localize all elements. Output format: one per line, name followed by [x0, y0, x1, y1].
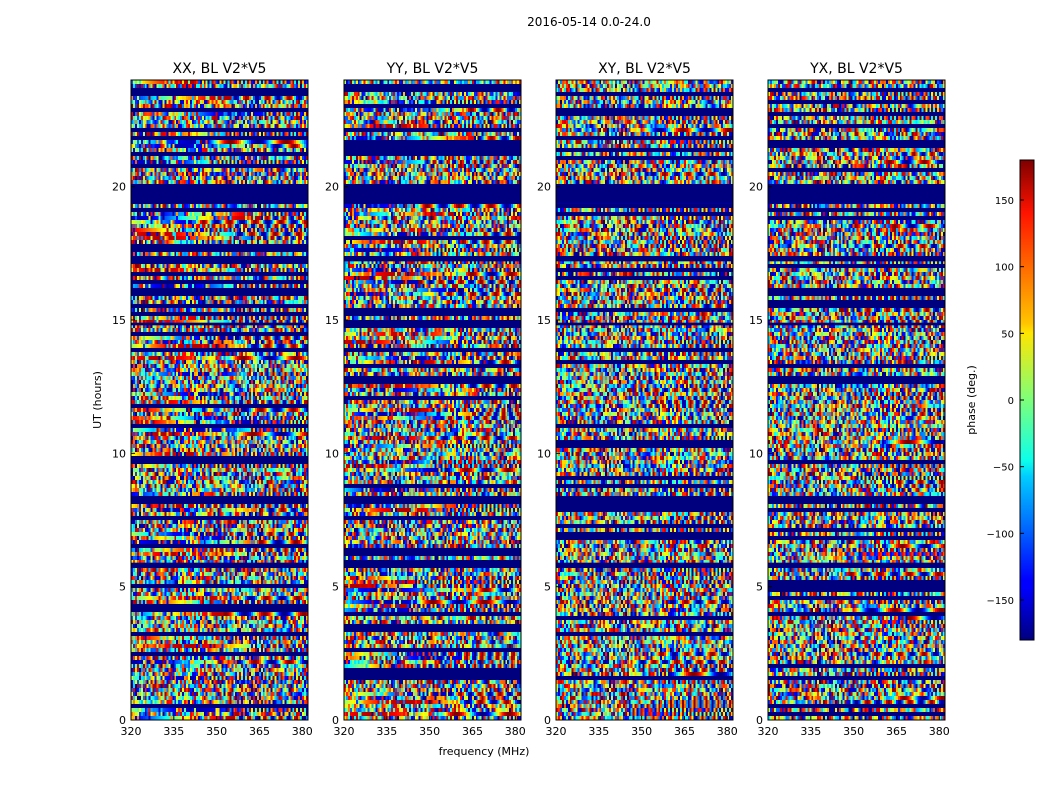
- x-tick-label: 380: [292, 725, 313, 738]
- y-tick-label: 10: [112, 447, 126, 460]
- x-tick-label: 380: [717, 725, 738, 738]
- masked-band: [131, 322, 308, 326]
- masked-band: [556, 322, 733, 326]
- x-tick-label: 365: [249, 725, 270, 738]
- colorbar: 150 100 50 0 −50 −100 −150 phase (deg.): [965, 159, 1035, 641]
- x-tick-label: 335: [376, 725, 397, 738]
- y-tick-label: 0: [544, 714, 551, 727]
- panel-3: XY, BL V2*V5 320 335 350 365 380 0 5 10 15 20: [537, 61, 738, 738]
- colorbar-ticks: 150 100 50 0 −50 −100 −150: [987, 196, 1024, 607]
- masked-band: [556, 496, 733, 504]
- masked-band: [556, 256, 733, 262]
- x-tick-label: 380: [505, 725, 526, 738]
- y-tick-label: 15: [325, 314, 339, 327]
- masked-band: [344, 322, 521, 326]
- y-tick-label: 0: [119, 714, 126, 727]
- y-tick-label: 5: [756, 581, 763, 594]
- y-tick-label: 10: [749, 447, 763, 460]
- x-axis-label: frequency (MHz): [439, 745, 530, 758]
- phase-heatmap: [768, 80, 945, 720]
- masked-band: [131, 496, 308, 504]
- figure-suptitle: 2016-05-14 0.0-24.0: [527, 15, 651, 29]
- panel-2: YY, BL V2*V5 320 335 350 365 380 0 5 10 15 20: [325, 61, 526, 738]
- phase-heatmap: [131, 80, 308, 720]
- x-tick-label: 320: [334, 725, 355, 738]
- colorbar-tick-label: 50: [1001, 329, 1014, 340]
- y-tick-label: 10: [537, 447, 551, 460]
- panel-title: XY, BL V2*V5: [598, 61, 691, 77]
- masked-band: [768, 496, 945, 504]
- x-tick-label: 380: [929, 725, 950, 738]
- masked-band: [556, 562, 733, 568]
- masked-band: [556, 184, 733, 203]
- colorbar-label: phase (deg.): [965, 365, 978, 435]
- y-axis-label: UT (hours): [91, 371, 104, 429]
- x-tick-label: 365: [886, 725, 907, 738]
- y-tick-label: 20: [112, 181, 126, 194]
- panel-title: XX, BL V2*V5: [173, 61, 267, 77]
- panel-title: YY, BL V2*V5: [386, 61, 479, 77]
- colorbar-tick-label: −50: [993, 463, 1014, 474]
- y-tick-label: 0: [756, 714, 763, 727]
- colorbar-tick-label: −150: [987, 596, 1014, 607]
- panel-frame: [130, 79, 309, 721]
- colorbar-tick-label: −100: [987, 529, 1014, 540]
- masked-band: [344, 496, 521, 504]
- x-tick-label: 335: [163, 725, 184, 738]
- x-tick-label: 335: [800, 725, 821, 738]
- colorbar-tick-label: 100: [995, 263, 1014, 274]
- masked-band: [768, 562, 945, 568]
- panel-4: YX, BL V2*V5 320 335 350 365 380 0 5 10 15 20: [749, 61, 950, 738]
- y-tick-label: 15: [749, 314, 763, 327]
- x-tick-label: 350: [631, 725, 652, 738]
- panel-frame: [767, 79, 946, 721]
- y-tick-label: 20: [749, 181, 763, 194]
- masked-band: [131, 256, 308, 262]
- x-tick-label: 350: [206, 725, 227, 738]
- y-tick-label: 20: [325, 181, 339, 194]
- masked-band: [768, 184, 945, 203]
- masked-band: [131, 184, 308, 203]
- y-tick-label: 10: [325, 447, 339, 460]
- masked-band: [344, 184, 521, 203]
- x-tick-label: 365: [674, 725, 695, 738]
- y-tick-label: 5: [119, 581, 126, 594]
- masked-band: [768, 322, 945, 326]
- masked-band: [131, 562, 308, 568]
- y-tick-label: 5: [332, 581, 339, 594]
- y-tick-label: 0: [332, 714, 339, 727]
- masked-band: [344, 562, 521, 568]
- phase-heatmap: [344, 80, 521, 720]
- y-tick-label: 20: [537, 181, 551, 194]
- panel-frame: [555, 79, 734, 721]
- colorbar-tick-label: 0: [1008, 396, 1014, 407]
- x-tick-label: 335: [588, 725, 609, 738]
- panel-frame: [343, 79, 522, 721]
- x-tick-label: 320: [758, 725, 779, 738]
- panel-1: XX, BL V2*V5 320 335 350 365 380 0 5 10 15 20: [112, 61, 313, 738]
- x-tick-label: 350: [419, 725, 440, 738]
- masked-band: [344, 256, 521, 262]
- y-tick-label: 5: [544, 581, 551, 594]
- x-tick-label: 350: [843, 725, 864, 738]
- y-tick-label: 15: [112, 314, 126, 327]
- y-tick-label: 15: [537, 314, 551, 327]
- x-tick-label: 320: [121, 725, 142, 738]
- masked-band: [768, 256, 945, 262]
- panel-title: YX, BL V2*V5: [809, 61, 903, 77]
- phase-heatmap: [556, 80, 733, 720]
- x-tick-label: 365: [462, 725, 483, 738]
- x-tick-label: 320: [546, 725, 567, 738]
- colorbar-tick-label: 150: [995, 196, 1014, 207]
